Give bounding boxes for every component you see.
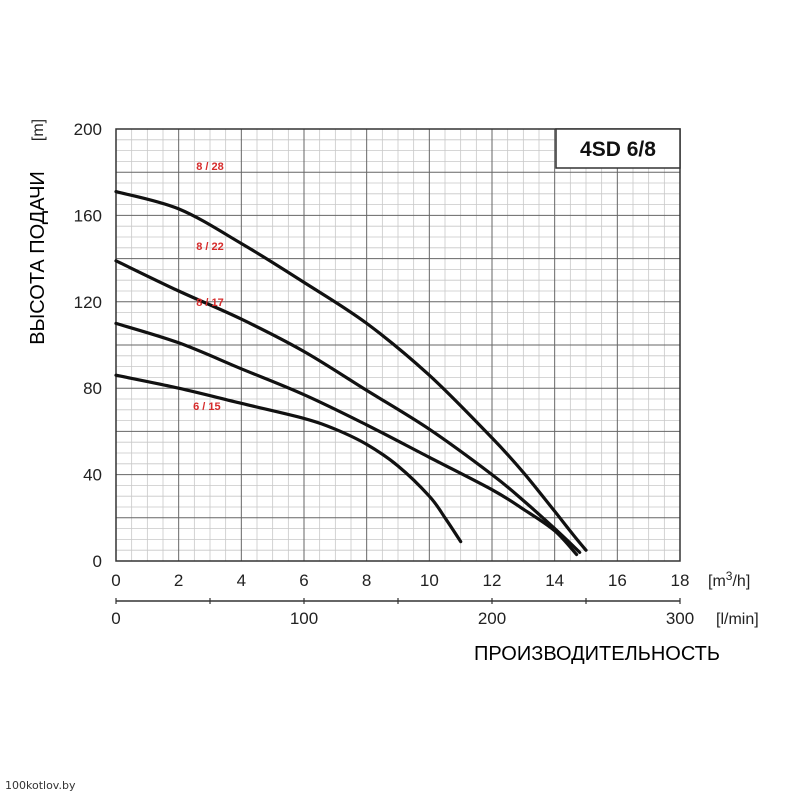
watermark-text: 100kotlov.by: [5, 779, 76, 792]
x-tick-label: 18: [671, 571, 690, 590]
curve-line: [114, 321, 579, 557]
x2-tick-label: 300: [666, 609, 694, 628]
y-tick-label: 160: [74, 206, 102, 225]
secondary-x-axis-unit: [l/min]: [716, 611, 759, 628]
curves: [114, 190, 588, 557]
model-label-box: [555, 128, 681, 169]
plot-frame: [115, 128, 681, 562]
chart-title: 4SD 6/8: [580, 138, 656, 161]
x-tick-label: 6: [299, 571, 308, 590]
x-tick-label: 12: [483, 571, 502, 590]
x2-tick-label: 0: [111, 609, 120, 628]
x-tick-label: 2: [174, 571, 183, 590]
y-tick-label: 0: [93, 552, 102, 571]
y-axis-label: ВЫСОТА ПОДАЧИ: [27, 171, 49, 345]
curve-line: [114, 259, 582, 554]
x2-tick-label: 100: [290, 609, 318, 628]
curve-line: [114, 373, 463, 544]
curve-label: 6 / 15: [193, 401, 221, 413]
y-tick-label: 40: [83, 466, 102, 485]
curve-line: [114, 190, 588, 552]
curve-labels: 8 / 28 8 / 22 8 / 17 6 / 15: [193, 161, 224, 413]
secondary-x-axis-ticks: 0 100 200 300: [111, 598, 694, 628]
curve-label: 8 / 28: [196, 161, 224, 173]
x2-tick-label: 200: [478, 609, 506, 628]
x-unit-tail: /h]: [732, 573, 750, 590]
curve-label: 8 / 17: [196, 297, 224, 309]
y-tick-label: 120: [74, 293, 102, 312]
y-axis-unit: [m]: [30, 119, 47, 141]
x-tick-label: 4: [237, 571, 246, 590]
y-tick-label: 80: [83, 379, 102, 398]
major-grid: [115, 128, 681, 562]
x-tick-labels: 0 2 4 6 8 10 12 14 16 18: [111, 571, 689, 590]
y-tick-labels: 0 40 80 120 160 200: [74, 120, 102, 571]
x-tick-label: 8: [362, 571, 371, 590]
x-tick-label: 16: [608, 571, 627, 590]
x-unit-sup: 3: [726, 569, 733, 583]
curve-label: 8 / 22: [196, 241, 224, 253]
x-axis-label: ПРОИЗВОДИТЕЛЬНОСТЬ: [474, 643, 720, 665]
x-axis-unit: [m3/h]: [708, 569, 750, 590]
x-tick-label: 14: [545, 571, 564, 590]
y-tick-label: 200: [74, 120, 102, 139]
x-unit-base: [m: [708, 573, 726, 590]
x-tick-label: 10: [420, 571, 439, 590]
x-tick-label: 0: [111, 571, 120, 590]
